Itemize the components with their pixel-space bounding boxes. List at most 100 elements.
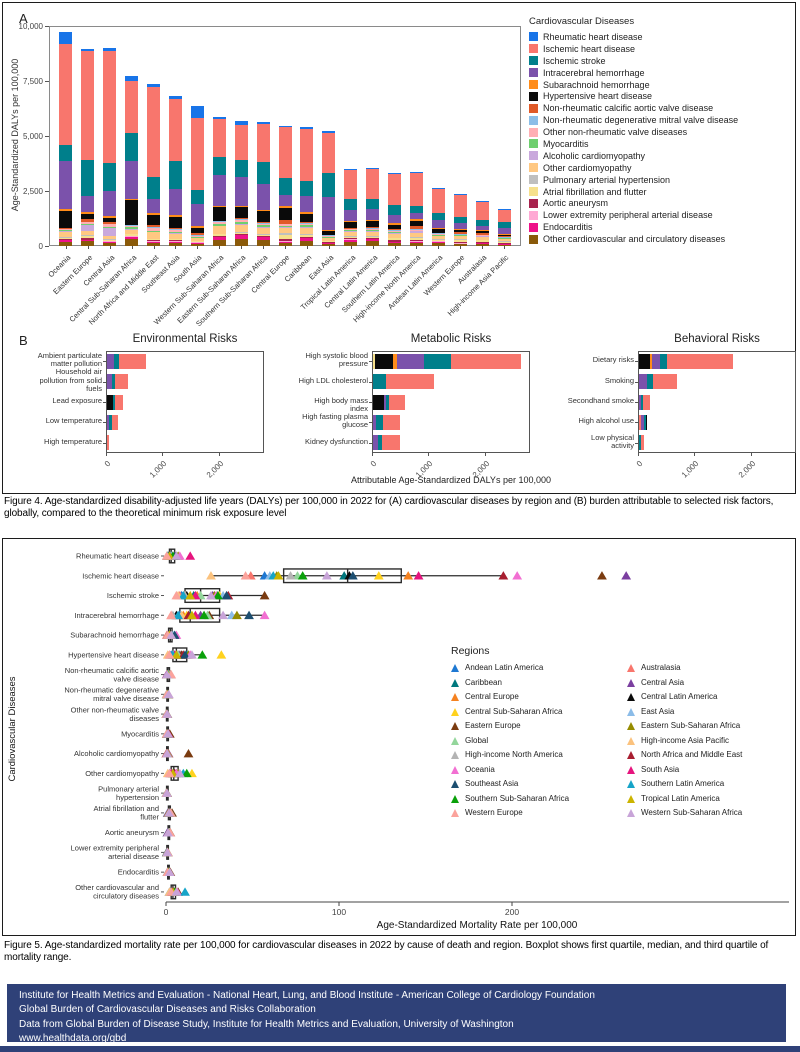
- bar-segment: [388, 242, 402, 244]
- bar-segment: [125, 225, 139, 226]
- bar-segment: [431, 220, 445, 229]
- bar-segment: [168, 233, 182, 239]
- region-marker: [197, 650, 208, 659]
- bar-segment: [344, 236, 358, 237]
- bar-segment: [212, 221, 226, 223]
- bar-segment: [651, 353, 660, 369]
- bar-segment: [103, 235, 117, 240]
- legend-item: Western Sub-Saharan Africa: [627, 808, 795, 818]
- bar-segment: [453, 236, 467, 240]
- region-marker: [213, 590, 223, 600]
- bar-segment: [81, 51, 95, 161]
- region-marker: [285, 571, 296, 580]
- bar-segment: [344, 239, 358, 240]
- bar-segment: [168, 243, 182, 246]
- bar-segment: [300, 221, 314, 223]
- footer: Institute for Health Metrics and Evaluat…: [7, 984, 786, 1044]
- region-marker: [163, 689, 174, 699]
- legend-item: Australasia: [627, 663, 795, 673]
- bar-segment: [103, 242, 117, 246]
- bar-segment: [278, 220, 292, 224]
- bar-segment: [366, 238, 380, 240]
- bar-segment: [234, 239, 248, 246]
- bar-segment: [653, 374, 677, 390]
- risk-row-label: High temperature: [44, 436, 102, 446]
- panel-a-label: A: [19, 11, 28, 26]
- bar-segment: [475, 243, 489, 245]
- legend-label: Central Latin America: [641, 692, 718, 701]
- bar-segment: [59, 230, 73, 232]
- bar-segment: [81, 221, 95, 223]
- triangle-marker-icon: [627, 794, 635, 803]
- bar-segment: [168, 99, 182, 162]
- bar-segment: [278, 239, 292, 241]
- region-marker: [273, 571, 284, 580]
- bar-segment: [278, 242, 292, 246]
- bar-segment: [322, 236, 336, 238]
- bar-segment: [103, 191, 117, 216]
- bar-segment: [81, 238, 95, 240]
- region-marker: [164, 650, 175, 659]
- legend-swatch: [529, 32, 538, 42]
- legend-label: East Asia: [641, 706, 675, 716]
- regions-legend-grid: Andean Latin America Australasia Caribbean…: [451, 663, 795, 818]
- bar-segment: [431, 228, 445, 230]
- region-marker: [162, 709, 173, 718]
- region-marker: [161, 551, 172, 560]
- risk-row-label: High LDL cholesterol: [298, 375, 368, 385]
- bar-segment: [278, 127, 292, 178]
- bar-segment: [497, 236, 511, 238]
- risk-xtick-label: 1,000: [680, 459, 701, 480]
- risk-xtick-mark: [218, 453, 220, 456]
- bar-segment: [383, 394, 387, 410]
- triangle-marker-icon: [627, 693, 635, 701]
- bar-segment: [81, 235, 95, 239]
- region-marker: [218, 610, 228, 620]
- bar-segment: [278, 177, 292, 196]
- bar-segment: [366, 227, 380, 229]
- legend-label: Southern Latin America: [641, 779, 725, 788]
- bar-segment: [497, 228, 511, 234]
- box-iqr: [282, 568, 402, 584]
- region-marker: [259, 610, 270, 620]
- triangle-marker-icon: [627, 809, 635, 817]
- row-label: Intracerebral hemorrhage: [74, 611, 159, 620]
- row-label: Ischemic stroke: [107, 591, 159, 600]
- risk-row-label: High body mass index: [314, 395, 368, 414]
- legend-label: High-income North America: [465, 750, 563, 759]
- bar-segment: [475, 201, 489, 221]
- region-marker: [164, 808, 174, 817]
- triangle-marker-icon: [627, 707, 635, 716]
- bar-segment: [388, 233, 402, 238]
- risk-row-label: Dietary risks: [592, 355, 634, 365]
- region-marker: [185, 551, 196, 560]
- row-label: Atrial fibrillation and flutter: [94, 804, 160, 821]
- region-marker: [181, 768, 192, 778]
- bar-segment: [409, 230, 423, 232]
- legend-label: Atrial fibrillation and flutter: [543, 186, 647, 197]
- triangle-marker-icon: [627, 722, 635, 730]
- bar-segment: [641, 394, 643, 410]
- legend-label: Western Sub-Saharan Africa: [641, 808, 743, 817]
- legend-item: Other cardiomyopathy: [529, 162, 793, 174]
- legend-item: Alcoholic cardiomyopathy: [529, 150, 793, 162]
- bar-segment: [256, 227, 270, 228]
- legend-swatch: [529, 91, 538, 101]
- bar-segment: [81, 196, 95, 212]
- legend-item: East Asia: [627, 707, 795, 717]
- bar-segment: [373, 374, 386, 390]
- bar-segment: [374, 353, 394, 369]
- legend-item: Southern Sub-Saharan Africa: [451, 794, 627, 804]
- panel-a-ytick-label: 10,000: [18, 22, 43, 31]
- bar-segment: [409, 238, 423, 241]
- regions-legend-title: Regions: [451, 645, 490, 657]
- bar-segment: [125, 133, 139, 161]
- legend-label: Caribbean: [465, 677, 502, 687]
- bar-segment: [300, 234, 314, 235]
- bar-segment: [409, 231, 423, 233]
- figure4-panel: A B 0 2,500 5,000 7,500 10,000 Age-Standardiz…: [2, 2, 796, 494]
- region-marker: [180, 650, 190, 659]
- bar-segment: [450, 353, 522, 369]
- risk-xtick-label: 1,000: [148, 459, 169, 480]
- bar-segment: [212, 220, 226, 222]
